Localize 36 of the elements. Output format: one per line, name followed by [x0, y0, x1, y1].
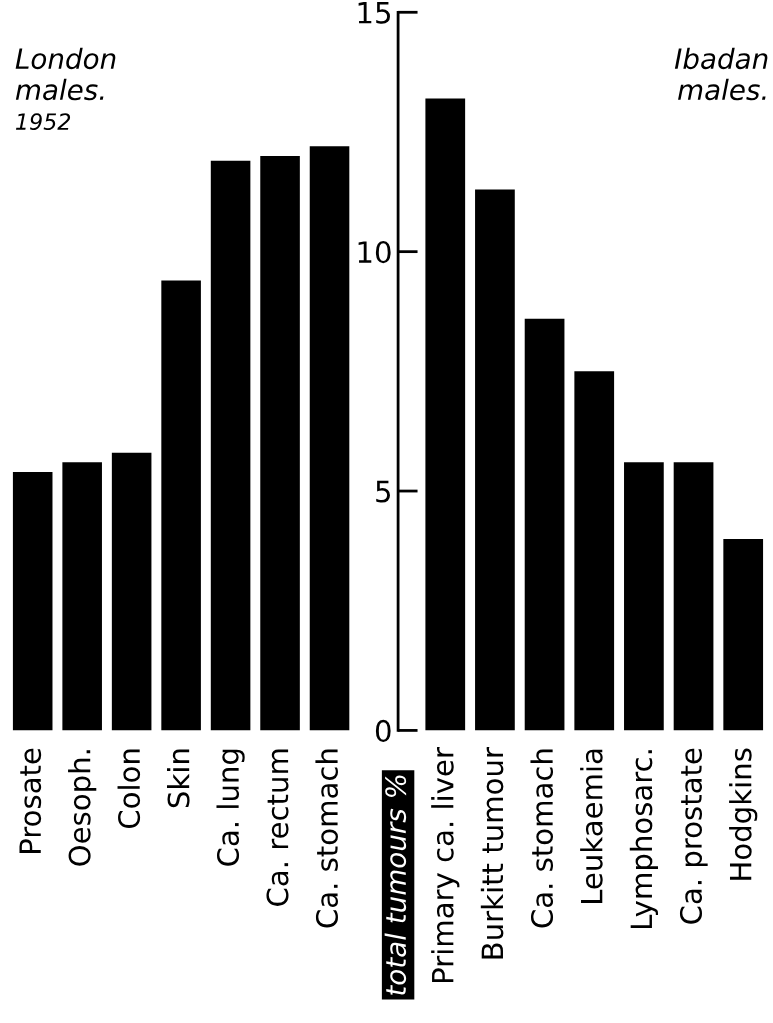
x-tick-label: Primary ca. liver — [431, 747, 460, 983]
y-tick-label: 5 — [376, 480, 390, 503]
bar — [309, 146, 350, 731]
text: 1952 — [15, 113, 71, 131]
x-tick-label: Burkitt tumour — [480, 747, 504, 959]
bar — [475, 189, 515, 731]
x-tick-label: Ca. prostate — [679, 748, 708, 924]
x-tick-label: Leukaemia — [580, 749, 603, 903]
bar — [111, 452, 152, 731]
bar — [260, 155, 300, 731]
bar — [524, 318, 565, 731]
bar — [723, 538, 764, 731]
x-tick-label: Ca. lung — [216, 749, 245, 866]
x-tick-label: Ca. rectum — [266, 749, 289, 906]
x-tick-label: Ca. stomach — [315, 749, 338, 928]
x-tick-label: Lymphosarc. — [629, 750, 659, 929]
x-tick-label: Hodgkins — [729, 748, 758, 880]
text: Ibadan males. — [674, 47, 768, 101]
bar — [624, 462, 664, 731]
x-tick-label: Prosate — [19, 748, 42, 853]
bar — [12, 471, 53, 731]
y-tick-label: 15 — [358, 2, 390, 24]
x-tick-label: Ca. stomach — [530, 749, 554, 928]
bar — [574, 371, 615, 731]
bar — [210, 160, 251, 731]
bar — [425, 98, 466, 731]
x-tick-label: Skin — [167, 749, 190, 808]
y-axis-title: total tumours % — [384, 775, 407, 995]
bar — [161, 280, 201, 731]
x-tick-label: Colon — [117, 749, 141, 829]
y-tick-label: 0 — [375, 719, 391, 742]
bar — [673, 462, 714, 731]
x-tick-label: Oesoph. — [68, 750, 97, 866]
text: London males. — [15, 47, 116, 101]
bar — [62, 462, 102, 731]
y-tick-label: 10 — [358, 241, 391, 264]
